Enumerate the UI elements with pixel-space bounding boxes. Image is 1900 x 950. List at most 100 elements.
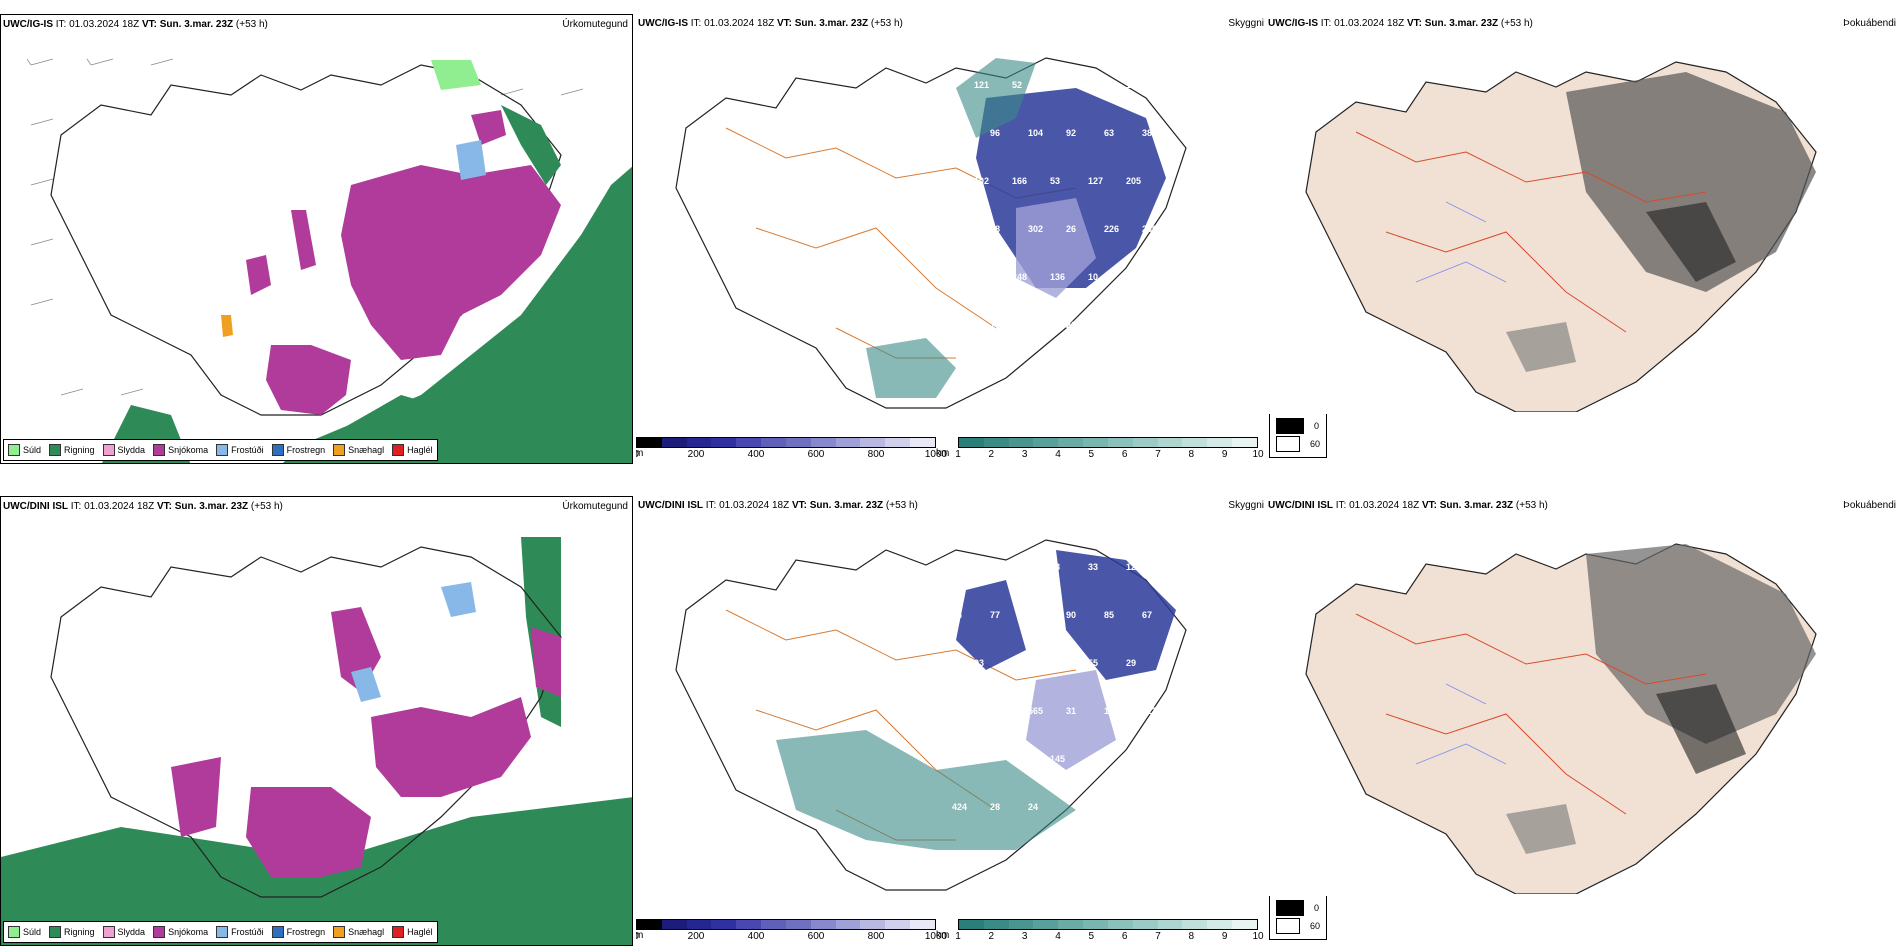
it-label: IT:: [705, 500, 717, 511]
legend-item-5: Frostregn: [271, 444, 326, 456]
snow-pellet-area: [221, 315, 233, 337]
vt-label: VT:: [791, 500, 807, 511]
fog-field-dark: [1646, 202, 1736, 282]
legend-item-2: Slydda: [102, 926, 146, 938]
vt-value: Sun. 3.mar. 23Z: [159, 19, 234, 30]
km-colorbar: 1 2 3 4 5 6 7 8 9 10 km: [936, 919, 1264, 942]
visibility-value: 84: [952, 610, 962, 620]
colorbar-cell-1: [661, 438, 687, 447]
colorbar-tick-5: 6: [1121, 449, 1128, 460]
visibility-field-light: [1016, 198, 1096, 298]
visibility-value: 176: [1088, 754, 1103, 764]
legend-item-2: Slydda: [102, 444, 146, 456]
colorbar-tick-6: 7: [1155, 449, 1161, 460]
colorbar-tick-1: 2: [988, 931, 995, 942]
colorbar-cell-2: [1008, 438, 1034, 447]
colorbar-tick-2: 3: [1021, 931, 1028, 942]
snow-area-e2: [531, 627, 561, 697]
vt-label: VT:: [141, 19, 157, 30]
visibility-value: 302: [952, 320, 967, 330]
legend-item-3: Snjókoma: [153, 444, 208, 456]
colorbar-tick-1: 200: [687, 931, 705, 942]
fog-map: [1305, 61, 1817, 412]
visibility-value: 137: [936, 562, 951, 572]
visibility-value: 121: [974, 80, 989, 90]
visibility-value: 63: [1050, 80, 1060, 90]
visibility-value: 111: [1012, 658, 1026, 668]
visibility-field-teal: [776, 730, 1076, 850]
visibility-value: 77: [1050, 658, 1060, 668]
legend-item-6: Snæhagl: [333, 444, 384, 456]
panel-header: UWC/IG-IS IT: 01.03.2024 18Z VT: Sun. 3.…: [1268, 18, 1533, 29]
legend-swatch: [392, 444, 405, 456]
precip-title: Úrkomutegund: [562, 501, 628, 512]
colorbar-tick-4: 5: [1088, 931, 1095, 942]
model-name: UWC/IG-IS: [638, 18, 688, 29]
legend-item-4: Frostúði: [216, 444, 264, 456]
visibility-value: 145: [1050, 754, 1065, 764]
fog-scale-label-0: 0: [1314, 903, 1320, 913]
fog-scale-label-1: 60: [1309, 439, 1320, 449]
visibility-value: 75: [1104, 320, 1114, 330]
legend-label: Súld: [23, 445, 42, 455]
colorbar-cell-5: [1083, 920, 1108, 929]
lead-time: (+53 h): [1515, 500, 1548, 511]
colorbar-cell-4: [736, 920, 762, 929]
visibility-value: 248: [1012, 272, 1027, 282]
vt-value: Sun. 3.mar. 23Z: [174, 501, 249, 512]
precip-title: Úrkomutegund: [562, 19, 628, 30]
lead-time: (+53 h): [1500, 18, 1533, 29]
snow-area-main: [341, 165, 561, 360]
visibility-value: 136: [1050, 272, 1065, 282]
visibility-value: 269: [1126, 754, 1141, 764]
legend-swatch: [102, 444, 115, 456]
legend-label: Slydda: [117, 445, 146, 455]
fog-title: Þokuábendi: [1843, 500, 1896, 511]
legend-item-7: Haglél: [392, 926, 433, 938]
colorbar-cell-11: [1232, 920, 1257, 929]
fog-scale-swatch-1: [1276, 918, 1300, 934]
colorbar-tick-4: 800: [867, 449, 885, 460]
model-name: UWC/DINI ISL: [638, 500, 703, 511]
visibility-value: 63: [1104, 128, 1114, 138]
it-value: 01.03.2024 18Z: [69, 19, 140, 30]
visibility-value: 74: [936, 176, 946, 186]
visibility-value: 262: [1142, 320, 1157, 330]
legend-label: Frostregn: [286, 445, 326, 455]
colorbar-cell-0: [637, 920, 662, 929]
visibility-value: 52: [1012, 80, 1022, 90]
fog-title: Þokuábendi: [1843, 18, 1896, 29]
lead-time: (+53 h): [235, 19, 268, 30]
visibility-value: 85: [1104, 610, 1114, 620]
snow-area-s: [266, 345, 351, 415]
colorbar-cell-8: [1157, 920, 1183, 929]
visibility-value: 77: [990, 610, 1000, 620]
fog-scale-swatch-1: [1276, 436, 1300, 452]
visibility-value: 112: [936, 658, 951, 668]
legend-label: Haglél: [407, 927, 433, 937]
visibility-value: 108: [1126, 80, 1141, 90]
visibility-labels: 137 141 50 48 33 129 84 77 89 90 85 67 112 93 111 77 55 2…: [936, 562, 1157, 812]
colorbar-cell-3: [711, 920, 737, 929]
coastline: [675, 57, 1187, 409]
colorbar-cell-6: [1107, 438, 1133, 447]
visibility-value: 236: [952, 224, 967, 234]
visibility-field-e: [1056, 550, 1176, 680]
panel-header: UWC/DINI ISL IT: 01.03.2024 18Z VT: Sun.…: [1268, 500, 1548, 511]
colorbar-cell-3: [1033, 920, 1059, 929]
height-colorbar: 0 200 400 600 800 1000 m: [636, 437, 947, 460]
visibility-value: 166: [1012, 176, 1027, 186]
legend-swatch: [8, 926, 20, 938]
legend-item-0: Súld: [8, 926, 41, 938]
legend-swatch: [49, 444, 62, 456]
colorbar-cell-4: [1058, 920, 1084, 929]
legend-label: Slydda: [117, 927, 146, 937]
legend-label: Frostregn: [286, 927, 326, 937]
model-name: UWC/DINI ISL: [1268, 500, 1333, 511]
visibility-value: 236: [1142, 224, 1157, 234]
colorbar-tick-2: 3: [1021, 449, 1028, 460]
precip-map: [26, 58, 632, 463]
colorbar-tick-5: 6: [1121, 931, 1128, 942]
legend-swatch: [216, 926, 229, 938]
colorbar-cell-8: [1157, 438, 1183, 447]
